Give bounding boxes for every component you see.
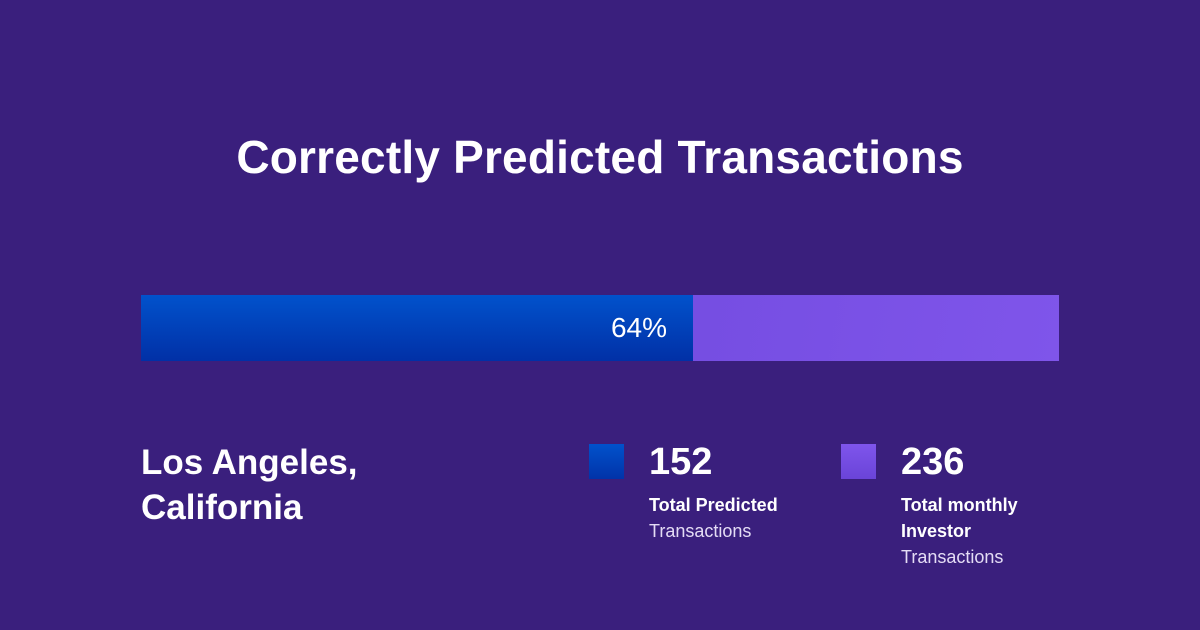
- location-city: Los Angeles,: [141, 443, 358, 482]
- legend-label-bold: Total Predicted: [649, 495, 778, 515]
- chart-title: Correctly Predicted Transactions: [236, 131, 964, 183]
- legend-value: 236: [901, 441, 965, 483]
- legend-value: 152: [649, 441, 713, 483]
- progress-bar-predicted-fill: 64%: [141, 295, 693, 361]
- progress-bar-total: 64%: [141, 295, 1059, 361]
- location-state: California: [141, 488, 303, 527]
- legend-label-bold: Total monthly Investor: [901, 495, 1018, 541]
- legend-swatch-predicted: [589, 444, 624, 479]
- legend-label-light: Transactions: [901, 547, 1004, 567]
- legend-label: Total monthly Investor Transactions: [901, 492, 1051, 570]
- legend-label-light: Transactions: [649, 521, 752, 541]
- location-label: Los Angeles, California: [141, 440, 358, 530]
- legend-swatch-investor: [841, 444, 876, 479]
- percent-label: 64%: [610, 312, 667, 343]
- legend-label: Total Predicted Transactions: [649, 492, 869, 544]
